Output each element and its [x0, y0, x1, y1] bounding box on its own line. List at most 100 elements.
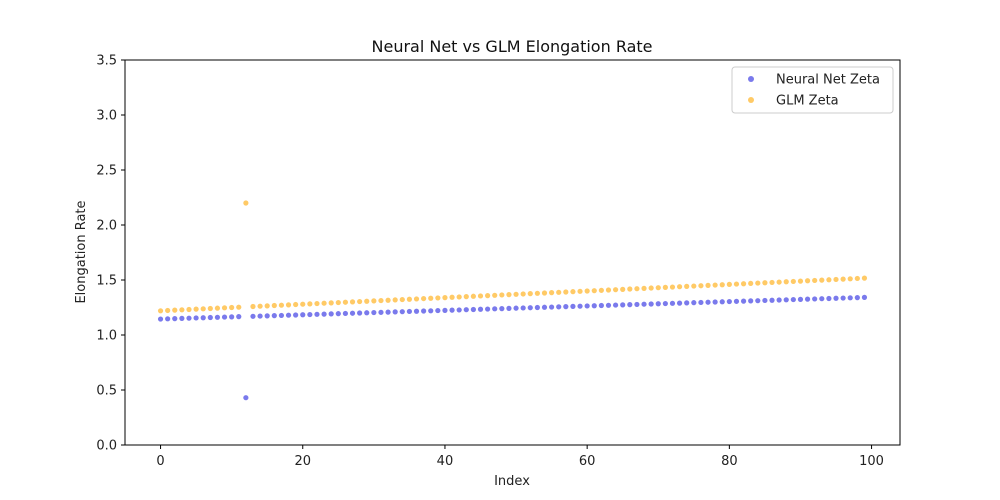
- data-point: [165, 316, 171, 322]
- data-point: [328, 300, 334, 306]
- data-point: [435, 307, 441, 314]
- data-point: [520, 291, 526, 297]
- data-point: [854, 295, 860, 301]
- data-point: [620, 302, 626, 308]
- data-point: [477, 293, 484, 299]
- data-point: [804, 296, 811, 302]
- legend-marker: [748, 76, 754, 82]
- legend-marker: [748, 97, 754, 103]
- data-point: [349, 299, 356, 305]
- data-point: [214, 305, 221, 311]
- x-tick-label: 100: [859, 454, 884, 469]
- y-axis-ticks: 0.0 0.5 1.0 1.5 2.0 2.5 3.0 3.5: [96, 54, 125, 454]
- data-point: [790, 278, 796, 285]
- data-point: [463, 294, 469, 300]
- data-point: [371, 309, 377, 316]
- data-point: [556, 289, 562, 295]
- data-point: [847, 276, 853, 282]
- data-point: [641, 301, 647, 307]
- x-tick-label: 80: [721, 454, 738, 469]
- data-point: [506, 305, 512, 311]
- data-point: [406, 308, 413, 315]
- data-point: [179, 315, 185, 321]
- data-point: [442, 295, 448, 301]
- data-point: [264, 313, 270, 319]
- data-point: [278, 302, 285, 308]
- data-point: [200, 306, 206, 312]
- data-point: [499, 306, 505, 312]
- data-point: [691, 300, 697, 306]
- data-point: [577, 303, 583, 309]
- data-point: [243, 200, 249, 206]
- data-point: [648, 301, 654, 307]
- data-point: [819, 277, 825, 283]
- data-point: [271, 313, 277, 319]
- data-point: [570, 289, 576, 295]
- data-point: [314, 300, 320, 307]
- data-point: [861, 294, 868, 300]
- data-point: [399, 296, 405, 303]
- data-point: [833, 295, 839, 301]
- data-point: [179, 307, 185, 313]
- data-point: [342, 310, 349, 317]
- data-point: [840, 276, 846, 282]
- data-point: [428, 308, 434, 314]
- data-point: [861, 275, 868, 281]
- data-point: [691, 283, 697, 289]
- data-point: [612, 302, 619, 308]
- data-point: [385, 297, 391, 303]
- data-point: [492, 292, 498, 298]
- data-point: [740, 281, 747, 287]
- legend-box: [731, 66, 894, 114]
- data-point: [527, 291, 533, 297]
- data-point: [186, 306, 192, 313]
- series-0: [157, 294, 868, 401]
- data-point: [854, 275, 860, 282]
- data-point: [570, 303, 576, 309]
- data-point: [577, 288, 583, 294]
- data-point: [413, 308, 420, 314]
- data-point: [214, 314, 221, 320]
- data-point: [264, 303, 270, 309]
- data-point: [676, 300, 683, 306]
- data-point: [719, 299, 725, 305]
- x-tick-label: 40: [437, 454, 454, 469]
- data-point: [634, 301, 640, 308]
- data-point: [193, 306, 199, 312]
- data-point: [307, 311, 313, 318]
- data-point: [748, 280, 754, 287]
- data-point: [790, 296, 796, 303]
- data-point: [456, 307, 462, 313]
- data-point: [534, 304, 540, 311]
- data-point: [648, 285, 654, 291]
- data-point: [257, 313, 263, 319]
- data-point: [605, 302, 612, 308]
- data-point: [712, 299, 718, 305]
- plot-area: [124, 59, 901, 446]
- data-point: [442, 307, 448, 313]
- data-point: [705, 282, 711, 288]
- data-point: [740, 298, 747, 304]
- data-point: [755, 280, 761, 286]
- data-point: [342, 299, 349, 305]
- data-point: [392, 309, 398, 315]
- data-point: [349, 310, 356, 316]
- data-point: [549, 290, 555, 296]
- data-point: [221, 305, 228, 311]
- data-point: [250, 303, 256, 310]
- data-point: [435, 295, 441, 301]
- data-point: [207, 314, 213, 321]
- data-point: [620, 286, 626, 292]
- data-point: [229, 314, 235, 320]
- data-point: [300, 301, 306, 307]
- legend: Neural Net Zeta GLM Zeta: [731, 66, 894, 114]
- data-point: [776, 279, 782, 285]
- data-point: [165, 307, 171, 314]
- data-point: [612, 287, 619, 293]
- data-point: [627, 286, 633, 292]
- data-point: [506, 292, 512, 298]
- data-point: [527, 305, 533, 311]
- data-point: [733, 298, 740, 304]
- data-point: [421, 295, 427, 302]
